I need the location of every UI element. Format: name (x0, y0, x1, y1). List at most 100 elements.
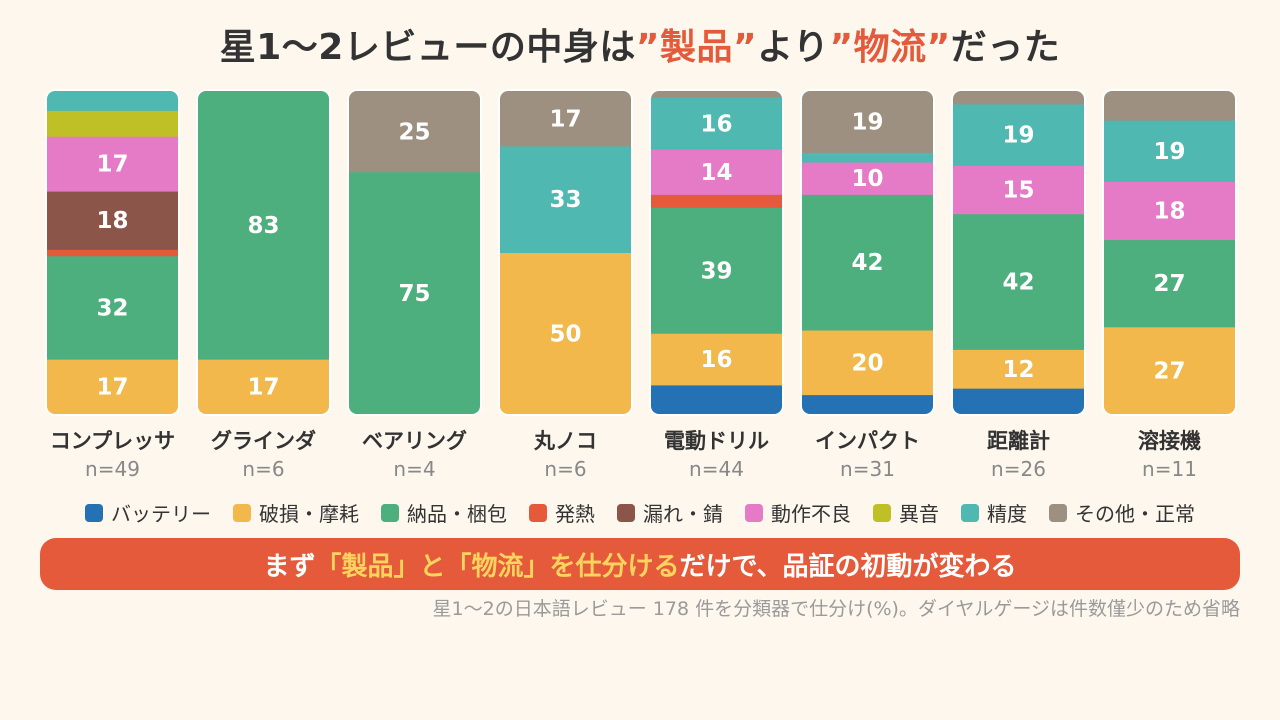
bar-segment (953, 388, 1084, 414)
legend-label: その他・正常 (1075, 502, 1195, 526)
bar-segment (802, 152, 933, 163)
data-label: 32 (96, 295, 128, 321)
data-label: 42 (1002, 270, 1034, 296)
bar-segment (651, 91, 782, 98)
data-label: 27 (1153, 271, 1185, 297)
legend-label: 動作不良 (771, 502, 851, 526)
bar-segment (47, 110, 178, 137)
legend-label: 異音 (899, 502, 939, 526)
data-label: 27 (1153, 358, 1185, 384)
legend-label: 精度 (987, 502, 1027, 526)
legend-swatch (745, 503, 763, 522)
data-label: 19 (1153, 139, 1185, 165)
category-label: コンプレッサ (50, 429, 175, 453)
banner-highlight: 「製品」と「物流」を仕分ける (315, 551, 680, 582)
legend-swatch (873, 503, 891, 522)
legend-label: 破損・摩耗 (259, 502, 359, 526)
stacked-bar (1104, 91, 1235, 414)
data-label: 19 (1002, 123, 1034, 149)
category-label: 電動ドリル (664, 429, 769, 453)
legend-swatch (381, 503, 399, 522)
title-highlight-product: ”製品” (635, 27, 758, 68)
bar-segment (349, 171, 480, 414)
data-label: 15 (1002, 178, 1034, 204)
legend-label: バッテリー (111, 502, 211, 526)
chart-legend: バッテリー 破損・摩耗 納品・梱包 発熱 漏れ・錆 動作不良 異音 精度 その他・正常 (0, 498, 1280, 527)
data-label: 18 (96, 208, 128, 234)
bar-segment (651, 97, 782, 150)
sample-size-label: n=4 (393, 457, 435, 481)
bar-segment (1104, 181, 1235, 241)
sample-size-label: n=44 (689, 457, 744, 481)
legend-item: バッテリー (85, 498, 211, 527)
stacked-bar (651, 91, 782, 414)
data-label: 16 (700, 111, 732, 137)
data-label: 12 (1002, 357, 1034, 383)
category-label: グラインダ (211, 429, 316, 453)
chart-title: 星1〜2レビューの中身は”製品”より”物流”だった (0, 18, 1280, 70)
data-label: 14 (700, 160, 732, 186)
sample-size-label: n=31 (840, 457, 895, 481)
sample-size-label: n=11 (1142, 457, 1197, 481)
sample-size-label: n=49 (85, 457, 140, 481)
bar-segment (47, 191, 178, 250)
bar-segment (47, 136, 178, 192)
bar-segment (651, 384, 782, 414)
bar-segment (349, 91, 480, 173)
data-label: 50 (549, 321, 581, 347)
bar-segment (198, 91, 329, 360)
legend-swatch (233, 503, 251, 522)
data-label: 16 (700, 347, 732, 373)
bar-segment (953, 91, 1084, 105)
category-label: 距離計 (987, 429, 1050, 453)
category-label: 溶接機 (1138, 429, 1201, 453)
title-part-1: 星1〜2レビューの中身は (219, 27, 636, 68)
data-label: 83 (247, 213, 279, 239)
title-part-2: より (757, 27, 830, 68)
bar-segment (500, 145, 631, 253)
stacked-bar (349, 91, 480, 414)
bar-segment (802, 394, 933, 414)
sample-size-label: n=6 (544, 457, 586, 481)
data-label: 20 (851, 350, 883, 376)
bar-segment (47, 359, 178, 414)
bar-segment (47, 255, 178, 360)
sample-size-label: n=26 (991, 457, 1046, 481)
legend-swatch (529, 503, 547, 522)
bar-segment (802, 330, 933, 396)
bar-segment (651, 149, 782, 195)
data-label: 39 (700, 258, 732, 284)
category-label: 丸ノコ (533, 429, 597, 453)
bar-segment (1104, 91, 1235, 121)
legend-item: 納品・梱包 (381, 498, 507, 527)
legend-swatch (617, 503, 635, 522)
data-label: 17 (247, 375, 279, 401)
footnote: 星1〜2の日本語レビュー 178 件を分類器で仕分け(%)。ダイヤルゲージは件数… (432, 598, 1240, 620)
legend-item: 破損・摩耗 (233, 498, 359, 527)
bar-segment (500, 91, 631, 147)
legend-swatch (1049, 503, 1067, 522)
legend-swatch (961, 503, 979, 522)
legend-item: 漏れ・錆 (617, 498, 723, 527)
stacked-bar (802, 91, 933, 414)
bar-segment (500, 252, 631, 414)
legend-item: 異音 (873, 498, 939, 527)
bar-segment (953, 213, 1084, 350)
title-highlight-logistics: ”物流” (829, 27, 951, 68)
stacked-bar (500, 91, 631, 414)
data-label: 33 (549, 187, 581, 213)
bar-segment (1104, 120, 1235, 182)
bar-segment (1104, 239, 1235, 328)
legend-item: 動作不良 (745, 498, 851, 527)
data-label: 25 (398, 119, 430, 145)
bar-segment (802, 194, 933, 331)
bar-segment (953, 165, 1084, 215)
legend-item: その他・正常 (1049, 498, 1195, 527)
category-label: インパクト (815, 429, 920, 453)
banner-part-1: まず (263, 551, 316, 582)
category-label: ベアリング (362, 429, 467, 453)
bar-segment (651, 194, 782, 208)
data-label: 17 (549, 106, 581, 132)
legend-item: 発熱 (529, 498, 595, 527)
sample-size-label: n=6 (242, 457, 284, 481)
